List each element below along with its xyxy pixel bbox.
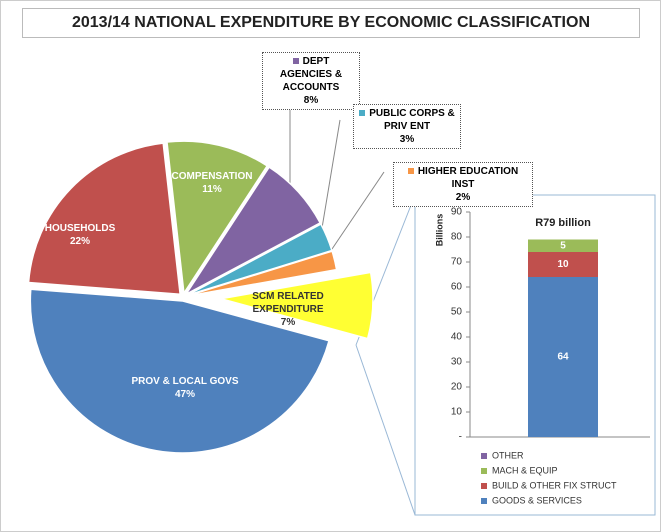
y-tick-label: 70: [451, 257, 463, 268]
slice-value: 7%: [280, 317, 296, 328]
leader-line: [329, 171, 385, 253]
slice-value: 47%: [174, 389, 195, 400]
legend-label: GOODS & SERVICES: [492, 495, 582, 505]
chart-title: R79 billion: [535, 217, 591, 229]
y-tick-label: 80: [451, 232, 463, 243]
bar-segment: [528, 277, 598, 437]
legend-swatch: [481, 483, 487, 489]
y-axis-label: Billions: [434, 214, 444, 247]
bar-segment: [528, 239, 598, 252]
pie-slice: [185, 166, 322, 295]
slice-label-group: HOUSEHOLDS 22%: [30, 222, 130, 248]
bar-segment: [528, 252, 598, 277]
callout: DEPT AGENCIES & ACCOUNTS 8%: [262, 52, 360, 110]
slice-label: COMPENSATION: [171, 171, 253, 182]
data-label: 5: [560, 240, 566, 251]
slice-label-group: COMPENSATION 11%: [162, 170, 262, 196]
y-tick-label: -: [459, 432, 462, 443]
legend-swatch: [292, 58, 299, 65]
slice-value: 8%: [303, 95, 319, 106]
y-tick-label: 20: [451, 382, 463, 393]
slice-value: 3%: [399, 134, 415, 145]
callout: HIGHER EDUCATION INST 2%: [393, 162, 533, 207]
legend-swatch: [481, 468, 487, 474]
slice-label-group: SCM RELATED EXPENDITURE 7%: [243, 290, 333, 329]
data-label: 64: [557, 352, 569, 363]
y-tick-label: 30: [451, 357, 463, 368]
slice-label: PUBLIC CORPS & PRIV ENT: [369, 108, 455, 132]
slice-value: 2%: [455, 192, 471, 203]
legend-label: MACH & EQUIP: [492, 465, 558, 475]
connector: [355, 344, 416, 516]
legend-label: OTHER: [492, 450, 524, 460]
pie-slice: [186, 250, 338, 297]
legend-swatch: [481, 453, 487, 459]
slice-label: HIGHER EDUCATION INST: [417, 166, 519, 190]
y-tick-label: 60: [451, 282, 463, 293]
legend-swatch: [407, 168, 414, 175]
slice-label-group: PROV & LOCAL GOVS 47%: [115, 375, 255, 401]
slice-value: 22%: [69, 236, 90, 247]
slice-value: 11%: [202, 184, 222, 195]
y-tick-label: 10: [451, 407, 463, 418]
pie-slice: [220, 271, 374, 340]
pie-slice: [166, 140, 269, 296]
pie-slice: [29, 288, 330, 454]
slice-label: DEPT AGENCIES & ACCOUNTS: [279, 56, 343, 93]
chart-title: 2013/14 NATIONAL EXPENDITURE BY ECONOMIC…: [22, 8, 640, 38]
slice-label: HOUSEHOLDS: [44, 223, 116, 234]
legend-label: BUILD & OTHER FIX STRUCT: [492, 480, 617, 490]
leader-line: [321, 119, 341, 229]
pie-slice: [27, 142, 181, 296]
slice-label: PROV & LOCAL GOVS: [131, 376, 239, 387]
y-tick-label: 90: [451, 207, 463, 218]
callout: PUBLIC CORPS & PRIV ENT 3%: [353, 104, 461, 149]
slice-label: SCM RELATED EXPENDITURE: [252, 291, 324, 315]
y-tick-label: 50: [451, 307, 463, 318]
data-label: 10: [557, 259, 569, 270]
y-tick-label: 40: [451, 332, 463, 343]
legend-swatch: [359, 110, 366, 117]
legend-swatch: [481, 498, 487, 504]
